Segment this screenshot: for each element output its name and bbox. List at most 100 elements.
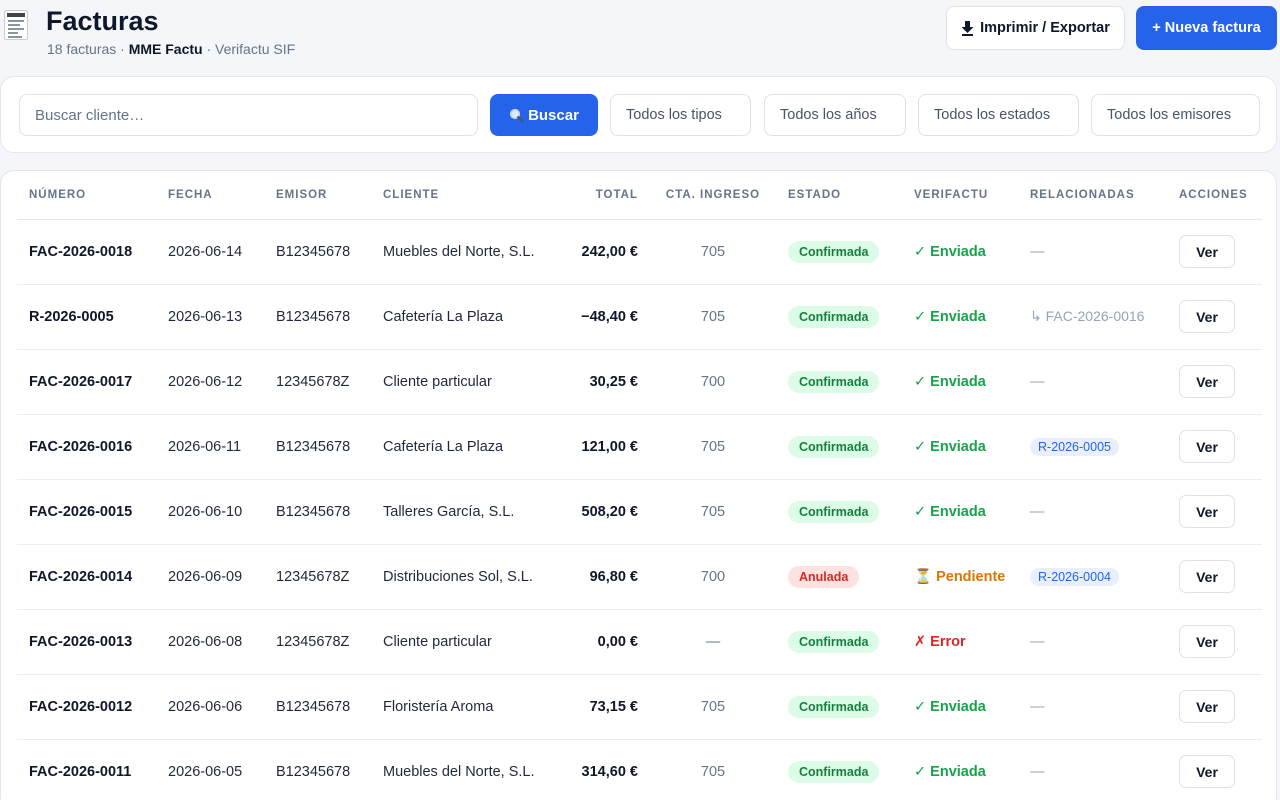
invoice-number[interactable]: FAC-2026-0016 [17,414,168,480]
status-cell: Confirmada [788,609,914,675]
status-badge: Confirmada [788,240,880,263]
verifactu-status: ✓ Enviada [914,503,986,520]
income-account: 705 [638,674,788,740]
invoice-number[interactable]: FAC-2026-0015 [17,479,168,545]
status-badge: Confirmada [788,760,880,783]
table-row[interactable]: FAC-2026-0018 2026-06-14 B12345678 Muebles … [17,219,1262,285]
related-empty: — [1030,698,1045,715]
related-empty: — [1030,633,1045,650]
invoice-total: 73,15 € [562,674,638,740]
column-header-total[interactable]: TOTAL [562,171,638,220]
view-invoice-button[interactable]: Ver [1179,235,1235,268]
table-row[interactable]: FAC-2026-0011 2026-06-05 B12345678 Muebles … [17,739,1262,800]
column-header-estado[interactable]: ESTADO [788,171,914,220]
actions-cell: Ver [1179,609,1262,675]
column-header-relacionadas: RELACIONADAS [1030,171,1179,220]
page-header: Facturas 18 facturas · MME Factu · Verif… [0,0,1280,72]
view-invoice-button[interactable]: Ver [1179,365,1235,398]
column-header-cliente[interactable]: CLIENTE [383,171,562,220]
actions-cell: Ver [1179,349,1262,415]
related-invoice-chip[interactable]: R-2026-0005 [1030,437,1119,456]
invoice-date: 2026-06-08 [168,609,276,675]
table-row[interactable]: FAC-2026-0017 2026-06-12 12345678Z Cliente … [17,349,1262,415]
subtitle-suffix: · Verifactu SIF [202,41,296,57]
table-row[interactable]: FAC-2026-0013 2026-06-08 12345678Z Cliente … [17,609,1262,675]
table-row[interactable]: FAC-2026-0015 2026-06-10 B12345678 Talleres… [17,479,1262,545]
view-invoice-button[interactable]: Ver [1179,560,1235,593]
invoice-number[interactable]: FAC-2026-0012 [17,674,168,740]
invoices-table-panel: NÚMERO FECHA EMISOR CLIENTE TOTAL CTA. I… [0,170,1277,800]
invoice-total: 508,20 € [562,479,638,545]
actions-cell: Ver [1179,739,1262,800]
status-cell: Confirmada [788,284,914,350]
view-invoice-button[interactable]: Ver [1179,625,1235,658]
related-cell: — [1030,609,1179,675]
related-invoice-chip[interactable]: R-2026-0004 [1030,567,1119,586]
client-search-input[interactable] [19,94,478,136]
column-header-fecha[interactable]: FECHA [168,171,276,220]
invoice-client: Cliente particular [383,349,562,415]
status-badge: Confirmada [788,305,880,328]
invoice-total: 121,00 € [562,414,638,480]
related-empty: — [1030,763,1045,780]
column-header-cta-ingreso[interactable]: CTA. INGRESO [638,171,788,220]
view-invoice-button[interactable]: Ver [1179,495,1235,528]
related-invoice-link[interactable]: ↳ FAC-2026-0016 [1030,308,1145,324]
related-cell: — [1030,219,1179,285]
invoice-client: Cafetería La Plaza [383,414,562,480]
income-account: 700 [638,544,788,610]
invoice-date: 2026-06-13 [168,284,276,350]
invoice-number[interactable]: FAC-2026-0017 [17,349,168,415]
invoice-issuer: 12345678Z [276,349,383,415]
print-export-button[interactable]: Imprimir / Exportar [946,6,1125,50]
view-invoice-button[interactable]: Ver [1179,430,1235,463]
status-badge: Confirmada [788,500,880,523]
new-invoice-button[interactable]: + Nueva factura [1136,6,1277,50]
type-filter-select[interactable]: Todos los tipos [610,94,751,136]
verifactu-status: ✓ Enviada [914,243,986,260]
table-row[interactable]: FAC-2026-0014 2026-06-09 12345678Z Distribu… [17,544,1262,610]
invoice-date: 2026-06-10 [168,479,276,545]
page-subtitle: 18 facturas · MME Factu · Verifactu SIF [47,41,295,57]
verifactu-status: ✓ Enviada [914,438,986,455]
verifactu-cell: ✓ Enviada [914,414,1030,480]
issuer-filter-select[interactable]: Todos los emisores [1091,94,1260,136]
income-account: 705 [638,739,788,800]
year-filter-select[interactable]: Todos los años [764,94,906,136]
invoice-client: Talleres García, S.L. [383,479,562,545]
view-invoice-button[interactable]: Ver [1179,300,1235,333]
view-invoice-button[interactable]: Ver [1179,755,1235,788]
view-invoice-button[interactable]: Ver [1179,690,1235,723]
column-header-acciones: ACCIONES [1179,171,1262,220]
verifactu-cell: ✓ Enviada [914,674,1030,740]
invoice-date: 2026-06-14 [168,219,276,285]
income-account: 705 [638,284,788,350]
status-filter-select[interactable]: Todos los estados [918,94,1079,136]
invoice-number[interactable]: FAC-2026-0018 [17,219,168,285]
related-cell: — [1030,479,1179,545]
invoice-number[interactable]: R-2026-0005 [17,284,168,350]
invoice-number[interactable]: FAC-2026-0011 [17,739,168,800]
table-row[interactable]: FAC-2026-0012 2026-06-06 B12345678 Floriste… [17,674,1262,740]
column-header-numero[interactable]: NÚMERO [17,171,168,220]
column-header-verifactu[interactable]: VERIFACTU [914,171,1030,220]
related-cell: — [1030,739,1179,800]
invoice-client: Floristería Aroma [383,674,562,740]
page-title: Facturas [46,6,159,36]
verifactu-cell: ✓ Enviada [914,349,1030,415]
table-row[interactable]: FAC-2026-0016 2026-06-11 B12345678 Cafeterí… [17,414,1262,480]
company-name: MME Factu [128,41,203,57]
column-header-emisor[interactable]: EMISOR [276,171,383,220]
invoice-date: 2026-06-11 [168,414,276,480]
table-row[interactable]: R-2026-0005 2026-06-13 B12345678 Cafetería … [17,284,1262,350]
invoice-number[interactable]: FAC-2026-0014 [17,544,168,610]
status-cell: Confirmada [788,219,914,285]
actions-cell: Ver [1179,674,1262,740]
invoice-number[interactable]: FAC-2026-0013 [17,609,168,675]
status-cell: Confirmada [788,349,914,415]
verifactu-status: ✗ Error [914,633,966,650]
related-cell: — [1030,674,1179,740]
status-cell: Confirmada [788,414,914,480]
search-button[interactable]: Buscar [490,94,598,136]
related-empty: — [1030,373,1045,390]
